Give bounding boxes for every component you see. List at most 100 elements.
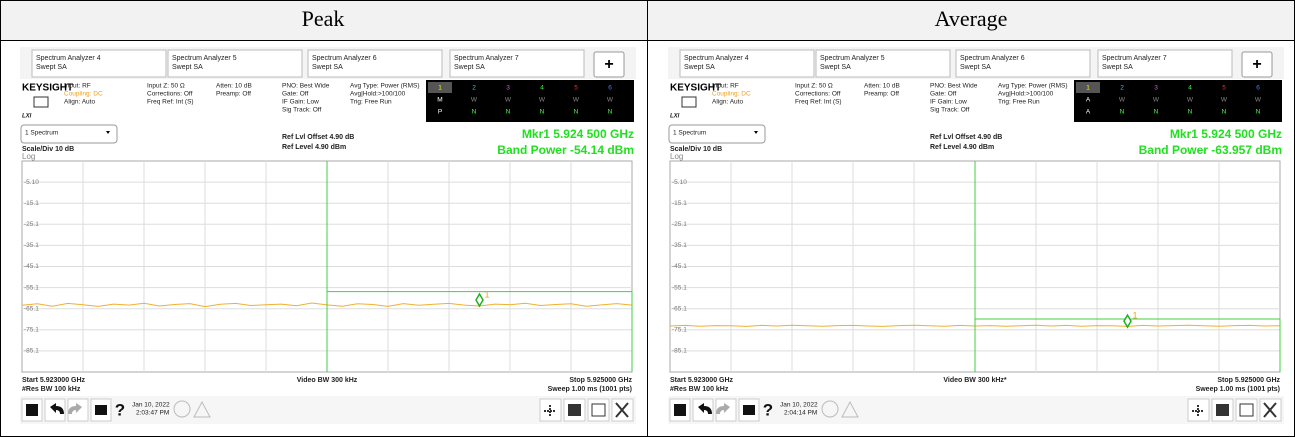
setting: Coupling: DC bbox=[712, 91, 751, 98]
trace-cell: N bbox=[1222, 109, 1227, 116]
setting: Gate: Off bbox=[282, 91, 308, 98]
tab[interactable] bbox=[955, 49, 1091, 78]
scale-div: Scale/Div 10 dB bbox=[22, 146, 74, 153]
dropdown-arrow bbox=[754, 131, 758, 134]
tab-name: Spectrum Analyzer 7 bbox=[1102, 55, 1167, 62]
setting: Avg|Hold:>100/100 bbox=[350, 91, 406, 98]
y-label: -25.1 bbox=[24, 221, 39, 228]
lxi-logo: LXI bbox=[670, 114, 680, 120]
setting: IF Gain: Low bbox=[282, 99, 319, 106]
setting: Preamp: Off bbox=[864, 91, 899, 98]
analyzer-screen: Spectrum Analyzer 4 Swept SA Spectrum Anal… bbox=[668, 47, 1284, 427]
trace-cell: N bbox=[1188, 109, 1193, 116]
setting: Corrections: Off bbox=[795, 91, 841, 98]
tab-name: Spectrum Analyzer 5 bbox=[820, 55, 885, 62]
column-header: Average bbox=[935, 6, 1008, 31]
toolbar-button[interactable] bbox=[1235, 398, 1258, 422]
y-label: -85.1 bbox=[672, 348, 687, 355]
time: 2:04:14 PM bbox=[784, 410, 817, 417]
tab[interactable] bbox=[307, 49, 443, 78]
lxi-logo: LXI bbox=[22, 114, 32, 120]
ref-level: Ref Level 4.90 dBm bbox=[282, 144, 346, 151]
status-warning bbox=[841, 400, 859, 418]
windows-icon bbox=[26, 404, 38, 416]
y-label: -25.1 bbox=[672, 221, 687, 228]
help-button: ? bbox=[763, 400, 773, 419]
tab[interactable] bbox=[31, 49, 167, 78]
trace-cell: W bbox=[1187, 97, 1194, 104]
help-button: ? bbox=[115, 400, 125, 419]
local-icon bbox=[33, 96, 49, 108]
sweep: Sweep 1.00 ms (1001 pts) bbox=[1196, 386, 1280, 393]
tab[interactable] bbox=[815, 49, 951, 78]
setting: IF Gain: Low bbox=[930, 99, 967, 106]
redo-icon bbox=[716, 403, 730, 414]
setting: Gate: Off bbox=[930, 91, 956, 98]
y-label: -5.10 bbox=[24, 179, 39, 186]
setting: Preamp: Off bbox=[216, 91, 251, 98]
undo-icon bbox=[50, 403, 64, 414]
trace-cell: 4 bbox=[1188, 85, 1192, 92]
view-select[interactable] bbox=[668, 124, 766, 144]
start-freq: Start 5.923000 GHz bbox=[670, 377, 734, 384]
trace-cell: N bbox=[506, 109, 511, 116]
time: 2:03:47 PM bbox=[136, 410, 169, 417]
marker bbox=[1123, 313, 1132, 329]
trace-panel bbox=[1074, 80, 1282, 122]
tab-mode: Swept SA bbox=[820, 64, 851, 71]
ref-offset: Ref Lvl Offset 4.90 dB bbox=[282, 134, 354, 141]
tab[interactable] bbox=[167, 49, 303, 78]
redo-icon bbox=[68, 403, 82, 414]
log-label: Log bbox=[670, 152, 683, 161]
trace-cell: N bbox=[1120, 109, 1125, 116]
marker bbox=[475, 292, 484, 308]
brand: KEYSIGHT bbox=[670, 83, 721, 94]
setting: Avg Type: Power (RMS) bbox=[998, 83, 1067, 90]
setting: Input: RF bbox=[712, 83, 739, 90]
setting: Input Z: 50 Ω bbox=[147, 83, 185, 90]
trace-select bbox=[1076, 82, 1100, 93]
add-tab-label: + bbox=[604, 56, 613, 73]
tab-name: Spectrum Analyzer 4 bbox=[684, 55, 749, 62]
y-label: -35.1 bbox=[672, 242, 687, 249]
tab[interactable] bbox=[1097, 49, 1233, 78]
setting: Align: Auto bbox=[712, 99, 743, 106]
folder-icon bbox=[743, 405, 755, 415]
stop-freq: Stop 5.925000 GHz bbox=[1217, 377, 1280, 384]
toolbar-button[interactable] bbox=[587, 398, 610, 422]
marker-readout: Mkr1 5.924 500 GHz bbox=[1170, 127, 1282, 141]
tab-mode: Swept SA bbox=[312, 64, 343, 71]
ref-offset: Ref Lvl Offset 4.90 dB bbox=[930, 134, 1002, 141]
setting: Input: RF bbox=[64, 83, 91, 90]
add-tab-label: + bbox=[1252, 56, 1261, 73]
add-tab-button[interactable] bbox=[593, 51, 625, 78]
setting: Sig Track: Off bbox=[930, 107, 969, 114]
trace-cell: W bbox=[539, 97, 546, 104]
tab-name: Spectrum Analyzer 4 bbox=[36, 55, 101, 62]
icon-glyph bbox=[615, 402, 629, 418]
tab-mode: Swept SA bbox=[36, 64, 67, 71]
scale-div: Scale/Div 10 dB bbox=[670, 146, 722, 153]
view-select[interactable] bbox=[20, 124, 118, 144]
marker-label: 1 bbox=[485, 289, 490, 299]
setting: Avg|Hold:>100/100 bbox=[998, 91, 1054, 98]
view-label: 1 Spectrum bbox=[25, 130, 58, 137]
y-label: -15.1 bbox=[24, 200, 39, 207]
setting: Input Z: 50 Ω bbox=[795, 83, 833, 90]
setting: Corrections: Off bbox=[147, 91, 193, 98]
setting: Avg Type: Power (RMS) bbox=[350, 83, 419, 90]
icon-glyph bbox=[544, 405, 556, 417]
status-bubble bbox=[173, 400, 191, 418]
trace-cell: 5 bbox=[1222, 85, 1226, 92]
toolbar bbox=[20, 396, 636, 424]
column-header: Peak bbox=[302, 6, 345, 31]
trace-cell: M bbox=[437, 97, 442, 104]
add-tab-button[interactable] bbox=[1241, 51, 1273, 78]
trace-cell: 3 bbox=[506, 85, 510, 92]
tab[interactable] bbox=[679, 49, 815, 78]
windows-icon bbox=[674, 404, 686, 416]
tab[interactable] bbox=[449, 49, 585, 78]
setting: Align: Auto bbox=[64, 99, 95, 106]
folder-icon bbox=[95, 405, 107, 415]
trace-cell: A bbox=[1086, 97, 1091, 104]
